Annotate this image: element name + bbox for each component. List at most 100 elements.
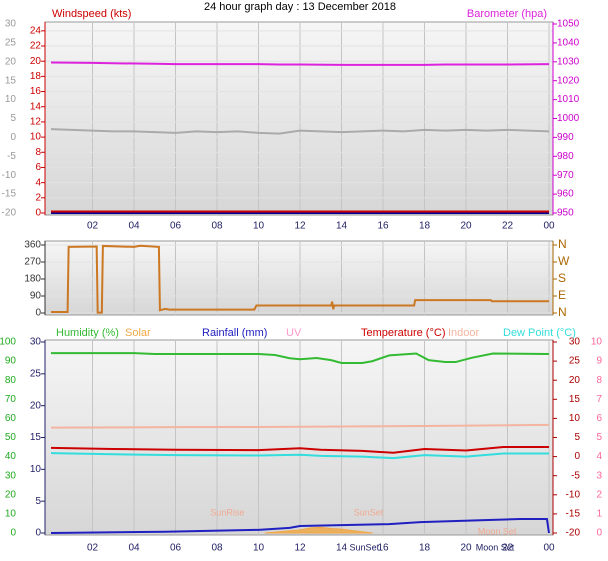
y-tick-label: 1010 bbox=[557, 94, 580, 105]
y-tick-label: 30 bbox=[5, 19, 17, 30]
y-tick-label: 4 bbox=[35, 177, 41, 188]
y-tick-label: W bbox=[558, 254, 570, 268]
y-tick-label: S bbox=[558, 271, 566, 285]
y-tick-label: 22 bbox=[30, 41, 42, 52]
x-tick-label: 02 bbox=[87, 543, 99, 554]
y-tick-label: 6 bbox=[596, 413, 602, 424]
y-tick-label: 10 bbox=[5, 94, 17, 105]
y-tick-label: 80 bbox=[5, 375, 17, 386]
y-tick-label: 5 bbox=[10, 113, 16, 124]
line bbox=[50, 128, 550, 135]
y-tick-label: 6 bbox=[35, 162, 41, 173]
y-tick-label: 12 bbox=[30, 117, 42, 128]
y-tick-label: 20 bbox=[30, 56, 42, 67]
axis-event-label: SunSet bbox=[350, 542, 380, 552]
y-tick-label: 1 bbox=[596, 509, 602, 520]
y-tick-label: 1020 bbox=[557, 75, 580, 86]
y-tick-label: 2 bbox=[35, 192, 41, 203]
y-tick-label: 8 bbox=[596, 375, 602, 386]
x-tick-label: 06 bbox=[170, 221, 182, 232]
y-tick-label: 7 bbox=[596, 394, 602, 405]
plot-area bbox=[44, 240, 554, 316]
y-tick-label: 15 bbox=[30, 432, 42, 443]
legend-label: Solar bbox=[125, 327, 151, 339]
y-tick-label: 30 bbox=[5, 470, 17, 481]
x-tick-label: 14 bbox=[336, 543, 348, 554]
x-tick-label: 20 bbox=[460, 221, 472, 232]
y-tick-label: -20 bbox=[566, 528, 581, 539]
line bbox=[50, 61, 550, 66]
x-tick-label: 10 bbox=[253, 543, 265, 554]
y-tick-label: 10 bbox=[569, 413, 581, 424]
y-tick-label: 360 bbox=[24, 240, 41, 251]
line bbox=[50, 452, 549, 460]
y-tick-label: -10 bbox=[2, 170, 17, 181]
y-tick-label: 10 bbox=[30, 464, 42, 475]
x-tick-label: 20 bbox=[460, 543, 472, 554]
line bbox=[51, 352, 550, 365]
y-tick-label: 20 bbox=[30, 400, 42, 411]
y-tick-label: 8 bbox=[35, 147, 41, 158]
y-tick-label: N bbox=[558, 305, 567, 319]
y-tick-label: 20 bbox=[5, 489, 17, 500]
y-tick-label: 3 bbox=[596, 470, 602, 481]
y-tick-label: 0 bbox=[10, 132, 16, 143]
axis-title: Barometer (hpa) bbox=[467, 8, 547, 20]
y-tick-label: 990 bbox=[557, 132, 574, 143]
x-tick-label: 16 bbox=[377, 221, 389, 232]
y-tick-label: 5 bbox=[596, 432, 602, 443]
y-tick-label: 1050 bbox=[557, 19, 580, 30]
legend-label: Dew Point (°C) bbox=[503, 327, 576, 339]
legend-label: Humidity (%) bbox=[56, 327, 119, 339]
y-tick-label: 960 bbox=[557, 189, 574, 200]
y-tick-label: 24 bbox=[30, 25, 42, 36]
y-tick-label: 10 bbox=[5, 509, 17, 520]
line bbox=[50, 423, 550, 429]
x-tick-label: 02 bbox=[87, 221, 99, 232]
x-tick-label: 22 bbox=[502, 543, 514, 554]
x-tick-label: 16 bbox=[377, 543, 389, 554]
x-tick-label: 08 bbox=[211, 221, 223, 232]
y-tick-label: 980 bbox=[557, 151, 574, 162]
x-tick-label: 04 bbox=[128, 221, 140, 232]
y-tick-label: 4 bbox=[596, 451, 602, 462]
y-tick-label: 0 bbox=[35, 308, 41, 319]
page-title: 24 hour graph day : 13 December 2018 bbox=[204, 1, 396, 13]
line bbox=[51, 244, 549, 314]
legend-label: Indoor bbox=[448, 327, 480, 339]
y-tick-label: 16 bbox=[30, 86, 42, 97]
y-tick-label: 1000 bbox=[557, 113, 580, 124]
line bbox=[50, 517, 550, 534]
area bbox=[264, 526, 373, 534]
y-tick-label: 100 bbox=[0, 337, 16, 348]
y-tick-label: 20 bbox=[5, 56, 17, 67]
y-tick-label: 60 bbox=[5, 413, 17, 424]
y-tick-label: 90 bbox=[5, 356, 17, 367]
x-tick-label: 08 bbox=[211, 543, 223, 554]
y-tick-label: 0 bbox=[35, 208, 41, 219]
y-tick-label: 180 bbox=[24, 274, 41, 285]
y-tick-label: 0 bbox=[574, 451, 580, 462]
y-tick-label: 20 bbox=[569, 375, 581, 386]
x-tick-label: 22 bbox=[502, 221, 514, 232]
y-tick-label: -5 bbox=[7, 151, 16, 162]
event-label: SunRise bbox=[210, 507, 244, 517]
x-tick-label: 12 bbox=[294, 221, 306, 232]
x-tick-label: 10 bbox=[253, 221, 265, 232]
y-tick-label: 25 bbox=[5, 38, 17, 49]
x-tick-label: 18 bbox=[419, 221, 431, 232]
y-tick-label: 25 bbox=[569, 356, 581, 367]
y-tick-label: 9 bbox=[596, 356, 602, 367]
y-tick-label: 2 bbox=[596, 489, 602, 500]
axis-title: Windspeed (kts) bbox=[52, 8, 131, 20]
y-tick-label: 25 bbox=[30, 368, 42, 379]
y-tick-label: 270 bbox=[24, 257, 41, 268]
y-tick-label: N bbox=[558, 237, 567, 251]
y-tick-label: 5 bbox=[35, 496, 41, 507]
y-tick-label: 1030 bbox=[557, 56, 580, 67]
y-tick-label: 10 bbox=[591, 337, 603, 348]
y-tick-label: 10 bbox=[30, 132, 42, 143]
y-tick-label: -5 bbox=[571, 470, 580, 481]
y-tick-label: 50 bbox=[5, 432, 17, 443]
x-tick-label: 14 bbox=[336, 221, 348, 232]
